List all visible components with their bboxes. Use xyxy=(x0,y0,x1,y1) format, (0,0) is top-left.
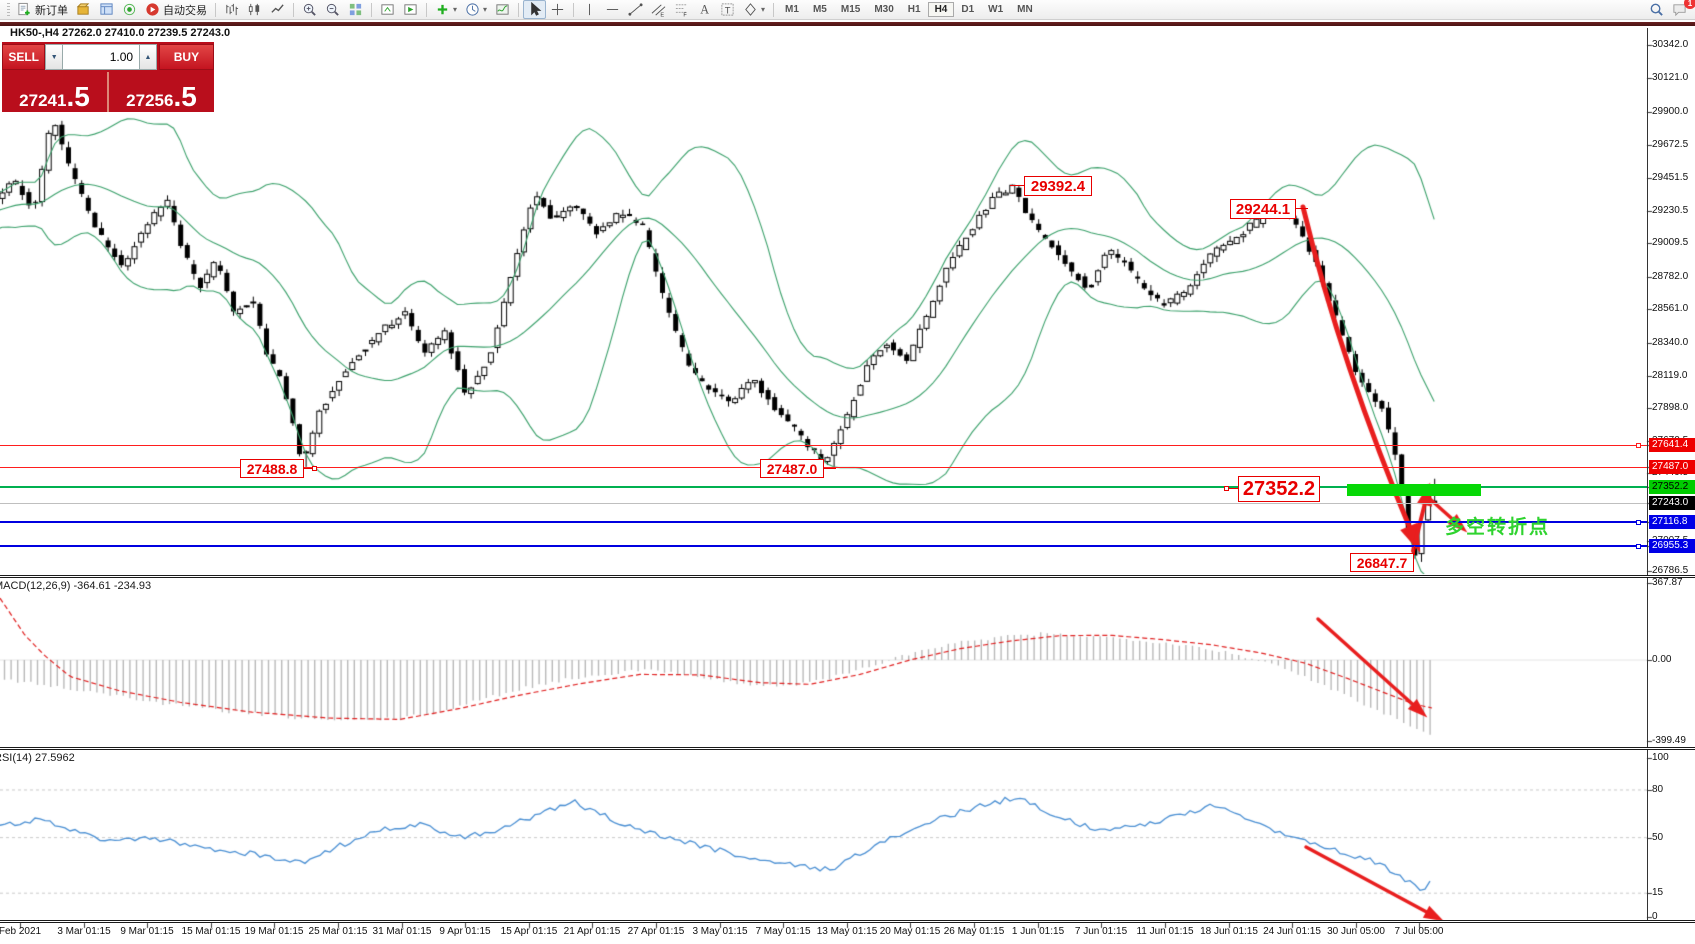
buy-price-int: 27256 xyxy=(126,91,174,110)
date-axis-label: 20 May 01:15 xyxy=(879,926,941,937)
price-axis-tick: 30342.0 xyxy=(1652,39,1689,50)
level-line-27116.8[interactable] xyxy=(0,521,1647,523)
level-line-27641.4[interactable] xyxy=(0,445,1647,446)
price-annotation-low-mar[interactable]: 27488.8 xyxy=(240,459,304,478)
indicator-axis-tick: 367.87 xyxy=(1652,577,1683,588)
date-axis-label: 11 Jun 01:15 xyxy=(1136,926,1194,937)
price-axis-tick: 26786.5 xyxy=(1652,565,1689,576)
date-axis-label: 7 Jul 05:00 xyxy=(1394,926,1444,937)
price-tag-27641.4: 27641.4 xyxy=(1649,438,1695,452)
annotation-anchor-square xyxy=(1224,486,1229,491)
price-axis-tick: 30121.0 xyxy=(1652,72,1689,83)
line-anchor-square[interactable] xyxy=(1636,544,1641,549)
price-axis-tick: 27898.0 xyxy=(1652,402,1689,413)
date-axis-label: 9 Mar 01:15 xyxy=(120,926,174,937)
annotation-connector xyxy=(822,467,836,469)
price-tag-27352.2: 27352.2 xyxy=(1649,480,1695,494)
price-axis-line xyxy=(1647,28,1648,923)
level-line-26955.3[interactable] xyxy=(0,545,1647,547)
indicator-axis-tick: -399.49 xyxy=(1652,735,1686,746)
indicator-axis-tick: 50 xyxy=(1652,832,1664,843)
date-axis-label: 25 Mar 01:15 xyxy=(308,926,368,937)
price-axis-tick: 29009.5 xyxy=(1652,237,1689,248)
price-axis-tick: 29451.5 xyxy=(1652,172,1689,183)
macd-rsi-separator xyxy=(0,747,1695,750)
line-anchor-square[interactable] xyxy=(1636,443,1641,448)
volume-input[interactable] xyxy=(63,44,140,70)
price-annotation-low-jul[interactable]: 26847.7 xyxy=(1350,553,1414,572)
annotation-anchor-square xyxy=(312,465,317,471)
price-annotation-low-jun[interactable]: 27487.0 xyxy=(760,459,824,478)
indicator-axis-tick: 15 xyxy=(1652,887,1664,898)
volume-decrease-button[interactable]: ▼ xyxy=(45,44,64,70)
price-tag-27116.8: 27116.8 xyxy=(1649,515,1695,529)
annotation-connector xyxy=(1414,546,1415,555)
date-axis-label: 15 Apr 01:15 xyxy=(500,926,558,937)
buy-price-frac: .5 xyxy=(173,81,197,113)
date-axis-label: 1 Jun 01:15 xyxy=(1011,926,1065,937)
price-tag-26955.3: 26955.3 xyxy=(1649,539,1695,553)
date-axis-label: 21 Apr 01:15 xyxy=(563,926,621,937)
price-annotation-high-jun[interactable]: 29392.4 xyxy=(1024,176,1092,196)
macd-indicator-label: MACD(12,26,9) -364.61 -234.93 xyxy=(0,580,152,592)
date-axis-label: 3 Mar 01:15 xyxy=(57,926,111,937)
volume-increase-button[interactable]: ▲ xyxy=(139,44,157,70)
annotation-connector xyxy=(302,467,312,469)
rsi-bottom-border xyxy=(0,920,1695,923)
support-highlight-bar[interactable] xyxy=(1347,484,1481,496)
indicator-axis-tick: 0 xyxy=(1652,911,1658,922)
price-axis-tick: 29900.0 xyxy=(1652,106,1689,117)
date-axis-label: Feb 2021 xyxy=(0,926,42,937)
buy-button[interactable]: BUY xyxy=(158,44,214,70)
annotation-connector xyxy=(1294,208,1308,209)
annotation-connector xyxy=(1226,488,1238,489)
line-anchor-square[interactable] xyxy=(1636,520,1641,525)
indicator-axis-tick: 100 xyxy=(1652,752,1669,763)
price-tag-27487.0: 27487.0 xyxy=(1649,460,1695,474)
price-tag-27243.0: 27243.0 xyxy=(1649,496,1695,510)
sell-button[interactable]: SELL xyxy=(2,44,46,70)
indicator-axis-tick: 80 xyxy=(1652,784,1664,795)
price-axis-tick: 28561.0 xyxy=(1652,303,1689,314)
price-axis-tick: 29672.5 xyxy=(1652,139,1689,150)
date-axis-label: 7 May 01:15 xyxy=(755,926,811,937)
date-axis-label: 13 May 01:15 xyxy=(816,926,878,937)
sell-price-frac: .5 xyxy=(66,81,90,113)
level-line-27352.2[interactable] xyxy=(0,486,1647,488)
price-axis-tick: 28782.0 xyxy=(1652,271,1689,282)
indicator-axis-tick: 0.00 xyxy=(1652,654,1672,665)
sell-price-int: 27241 xyxy=(19,91,67,110)
one-click-trading-panel: SELL ▼ ▲ BUY 27241 .5 27256 .5 xyxy=(2,42,214,112)
rsi-indicator-label: RSI(14) 27.5962 xyxy=(0,752,75,764)
price-axis-tick: 28119.0 xyxy=(1652,370,1688,381)
date-axis-label: 3 May 01:15 xyxy=(692,926,748,937)
date-axis-label: 18 Jun 01:15 xyxy=(1200,926,1258,937)
date-axis-label: 27 Apr 01:15 xyxy=(627,926,685,937)
date-axis-label: 7 Jun 01:15 xyxy=(1074,926,1128,937)
date-axis-label: 24 Jun 01:15 xyxy=(1263,926,1321,937)
price-annotation-high-jul[interactable]: 29244.1 xyxy=(1230,199,1296,219)
sell-price-display[interactable]: 27241 .5 xyxy=(2,72,107,112)
date-axis-label: 19 Mar 01:15 xyxy=(244,926,304,937)
annotation-connector xyxy=(1010,185,1024,186)
price-annotation-pivot[interactable]: 27352.2 xyxy=(1238,476,1320,502)
date-axis-label: 26 May 01:15 xyxy=(943,926,1005,937)
price-divider xyxy=(107,72,109,112)
main-macd-separator xyxy=(0,575,1695,578)
date-axis-label: 31 Mar 01:15 xyxy=(372,926,432,937)
pivot-note-text[interactable]: 多空转折点 xyxy=(1445,517,1551,538)
price-axis-tick: 29230.5 xyxy=(1652,205,1689,216)
price-axis-tick: 28340.0 xyxy=(1652,337,1689,348)
date-axis-label: 9 Apr 01:15 xyxy=(439,926,491,937)
date-axis-label: 30 Jun 05:00 xyxy=(1327,926,1385,937)
buy-price-display[interactable]: 27256 .5 xyxy=(109,72,214,112)
date-axis-label: 15 Mar 01:15 xyxy=(181,926,241,937)
level-line-27243.0[interactable] xyxy=(0,503,1647,504)
